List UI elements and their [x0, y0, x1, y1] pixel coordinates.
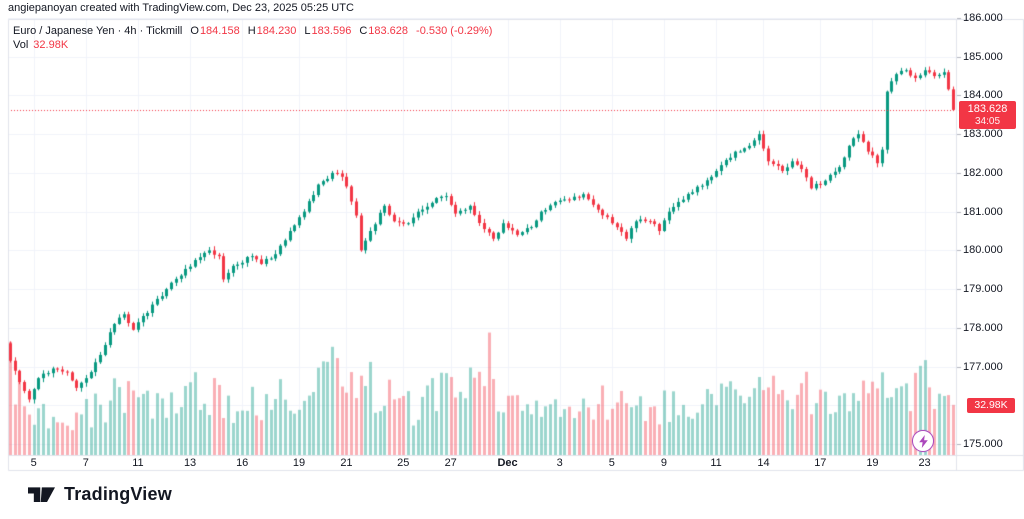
ohlc-close: C 183.628 [359, 25, 409, 37]
time-tick-label: 25 [397, 457, 410, 469]
time-tick-label: 16 [236, 457, 249, 469]
tradingview-logo-text: TradingView [64, 484, 172, 504]
time-tick-label: 23 [918, 457, 931, 469]
last-price-badge: 183.628 34:05 [959, 101, 1016, 129]
time-tick-label: 27 [444, 457, 457, 469]
price-tick-label: 182.000 [963, 166, 1003, 179]
volume-label: Vol [13, 39, 29, 51]
time-tick-label: Dec [497, 457, 518, 469]
price-tick-label: 178.000 [963, 321, 1003, 334]
price-tick-label: 186.000 [963, 12, 1003, 24]
lightning-bolt-icon [918, 434, 929, 448]
time-tick-label: 17 [814, 457, 827, 469]
time-tick-label: 7 [82, 457, 89, 469]
last-price-value: 183.628 [967, 103, 1008, 115]
tradingview-logo-icon [28, 486, 55, 503]
symbol-legend: Euro / Japanese Yen · 4h · Tickmill O 184… [13, 25, 492, 37]
volume-legend: Vol 32.98K [13, 39, 68, 51]
volume-badge: 32.98K [967, 398, 1015, 413]
symbol-title: Euro / Japanese Yen · 4h · Tickmill [13, 25, 183, 37]
price-tick-label: 180.000 [963, 244, 1003, 257]
bar-countdown: 34:05 [974, 116, 1001, 127]
time-tick-label: 3 [556, 457, 563, 469]
time-tick-label: 21 [340, 457, 353, 469]
attribution-text: angiepanoyan created with TradingView.co… [8, 2, 354, 14]
ohlc-low: L 183.596 [304, 25, 352, 37]
price-tick-label: 181.000 [963, 205, 1003, 218]
time-tick-label: 14 [757, 457, 770, 469]
price-change: -0.530 (-0.29%) [416, 25, 493, 37]
volume-value: 32.98K [33, 39, 69, 51]
time-tick-label: 11 [132, 457, 144, 469]
price-tick-label: 184.000 [963, 89, 1003, 102]
time-tick-label: 11 [710, 457, 722, 469]
time-tick-label: 13 [183, 457, 197, 469]
price-tick-label: 183.000 [963, 128, 1003, 141]
price-tick-label: 179.000 [963, 283, 1003, 296]
tradingview-logo[interactable]: TradingView [28, 484, 172, 505]
time-tick-label: 19 [292, 457, 306, 469]
time-tick-label: 9 [660, 457, 667, 469]
time-tick-label: 5 [30, 457, 37, 469]
ohlc-high: H 184.230 [247, 25, 297, 37]
price-tick-label: 177.000 [963, 360, 1003, 373]
price-tick-label: 185.000 [963, 50, 1003, 63]
time-tick-label: 5 [608, 457, 615, 469]
ohlc-open: O 184.158 [190, 25, 240, 37]
price-tick-label: 175.000 [963, 437, 1003, 450]
boost-button[interactable] [912, 430, 934, 452]
time-tick-label: 19 [866, 457, 879, 469]
